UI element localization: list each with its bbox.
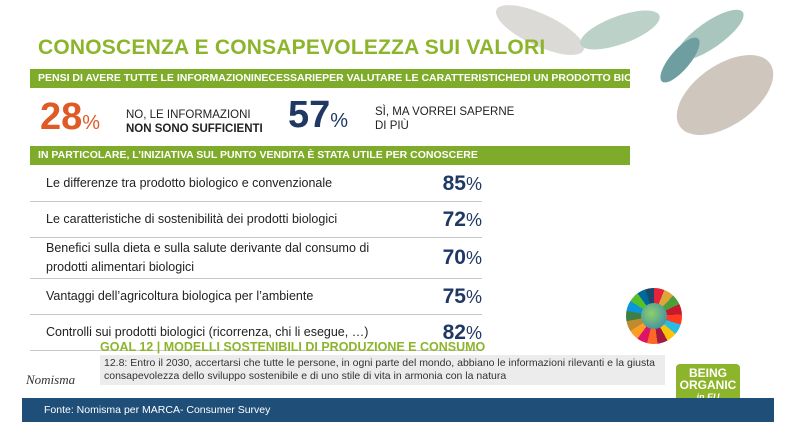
footer: Fonte: Nomisma per MARCA- Consumer Surve… xyxy=(22,398,774,422)
row-number: 75 xyxy=(442,284,466,308)
initiative-row: Le differenze tra prodotto biologico e c… xyxy=(30,166,482,202)
leaf xyxy=(660,37,700,83)
question-bar: PENSI DI AVERE TUTTE LE INFORMAZIONINECE… xyxy=(30,69,630,88)
answer-value: 57% xyxy=(288,96,348,140)
label-line: NON SONO SUFFICIENTI xyxy=(126,123,263,135)
sdg-globe xyxy=(641,303,667,329)
leaf xyxy=(676,55,774,135)
goal-text: 12.8: Entro il 2030, accertarsi che tutt… xyxy=(100,355,665,385)
row-value: 82% xyxy=(414,321,482,345)
row-value: 85% xyxy=(414,172,482,196)
initiative-row: Vantaggi dell’agricoltura biologica per … xyxy=(30,279,482,315)
row-number: 85 xyxy=(442,171,466,195)
leaf xyxy=(495,5,585,55)
row-label: Benefici sulla dieta e sulla salute deri… xyxy=(46,241,370,274)
label-line: SÌ, MA VORREI SAPERNE xyxy=(375,106,515,118)
row-label: Le differenze tra prodotto biologico e c… xyxy=(46,176,333,190)
row-label: Vantaggi dell’agricoltura biologica per … xyxy=(46,289,314,303)
logo-line: ORGANIC xyxy=(679,378,737,392)
initiative-list: Le differenze tra prodotto biologico e c… xyxy=(30,166,482,351)
nomisma-logo: Nomisma xyxy=(26,372,76,387)
row-label: Le caratteristiche di sostenibilità dei … xyxy=(46,212,338,226)
initiative-row: Controlli sui prodotti biologici (ricorr… xyxy=(30,315,482,351)
initiative-row: Le caratteristiche di sostenibilità dei … xyxy=(30,202,482,238)
row-unit: % xyxy=(465,173,482,194)
row-value: 75% xyxy=(414,285,482,309)
leaf xyxy=(580,10,660,50)
row-unit: % xyxy=(465,209,482,230)
row-unit: % xyxy=(465,286,482,307)
answer-unit: % xyxy=(330,110,349,132)
answer-number: 28 xyxy=(40,96,83,138)
logo-line: BEING xyxy=(688,366,727,380)
row-label: Controlli sui prodotti biologici (ricorr… xyxy=(46,325,369,339)
initiative-bar: IN PARTICOLARE, L’INIZIATIVA SUL PUNTO V… xyxy=(30,146,630,165)
logo-line: in EU xyxy=(696,392,720,402)
answer-label: SÌ, MA VORREI SAPERNE DI PIÙ xyxy=(375,105,514,133)
label-line: DI PIÙ xyxy=(375,120,409,132)
answer-number: 57 xyxy=(288,94,331,136)
answer-value: 28% xyxy=(40,98,100,142)
answer-unit: % xyxy=(82,112,101,134)
goal-title: GOAL 12 | MODELLI SOSTENIBILI DI PRODUZI… xyxy=(100,340,486,354)
answer-label: NO, LE INFORMAZIONI NON SONO SUFFICIENTI xyxy=(126,108,263,136)
row-value: 70% xyxy=(414,246,482,270)
row-number: 72 xyxy=(442,207,466,231)
title: CONOSCENZA E CONSAPEVOLEZZA SUI VALORI xyxy=(38,36,546,59)
label-line: NO, LE INFORMAZIONI xyxy=(126,109,251,121)
row-unit: % xyxy=(465,248,482,268)
row-value: 72% xyxy=(414,208,482,232)
row-unit: % xyxy=(465,322,482,343)
leaf-decoration xyxy=(495,5,774,135)
initiative-row: Benefici sulla dieta e sulla salute deri… xyxy=(30,238,482,279)
row-number: 82 xyxy=(442,320,466,344)
row-number: 70 xyxy=(442,246,466,269)
